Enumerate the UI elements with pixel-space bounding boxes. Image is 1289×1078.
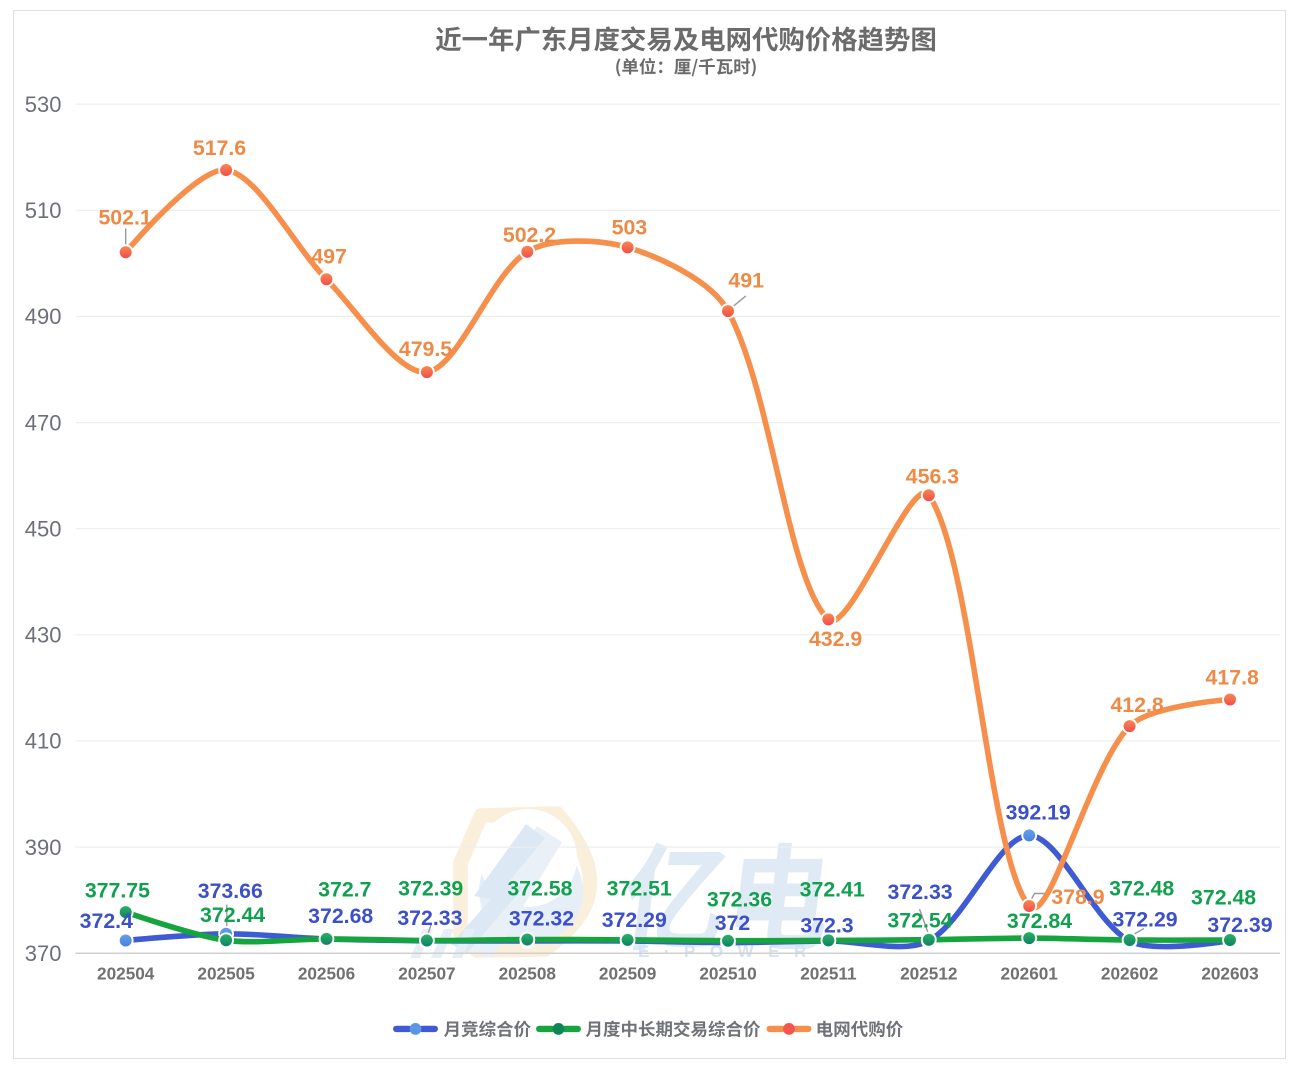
svg-text:392.19: 392.19: [1006, 801, 1071, 825]
svg-text:202506: 202506: [298, 964, 355, 984]
svg-text:202512: 202512: [900, 964, 957, 984]
svg-text:202602: 202602: [1101, 964, 1158, 984]
svg-text:372.58: 372.58: [507, 877, 572, 901]
svg-text:372.54: 372.54: [887, 908, 952, 932]
svg-text:510: 510: [25, 198, 62, 223]
svg-text:202505: 202505: [197, 964, 255, 984]
svg-text:491: 491: [728, 269, 764, 293]
svg-text:372.51: 372.51: [607, 877, 672, 901]
svg-text:372.32: 372.32: [509, 907, 574, 931]
svg-text:202601: 202601: [1001, 964, 1059, 984]
svg-text:372.84: 372.84: [1007, 909, 1072, 933]
svg-text:432.9: 432.9: [809, 627, 862, 651]
svg-text:372.39: 372.39: [1207, 913, 1272, 937]
svg-text:E·POWER: E·POWER: [638, 942, 821, 961]
svg-text:202509: 202509: [599, 964, 656, 984]
svg-text:490: 490: [25, 304, 62, 329]
svg-text:372.29: 372.29: [602, 908, 667, 932]
svg-text:412.8: 412.8: [1110, 693, 1163, 717]
svg-text:430: 430: [25, 623, 62, 648]
svg-text:373.66: 373.66: [198, 879, 263, 903]
svg-text:370: 370: [25, 941, 62, 966]
svg-text:202603: 202603: [1201, 964, 1258, 984]
svg-text:530: 530: [25, 92, 62, 117]
svg-text:202511: 202511: [800, 964, 857, 984]
svg-text:372.7: 372.7: [318, 877, 371, 901]
svg-text:456.3: 456.3: [906, 464, 959, 488]
svg-text:372.41: 372.41: [800, 878, 865, 902]
svg-text:372: 372: [715, 911, 751, 935]
svg-text:372.39: 372.39: [398, 877, 463, 901]
svg-text:503: 503: [612, 215, 648, 239]
svg-text:202508: 202508: [499, 964, 557, 984]
svg-text:372.36: 372.36: [707, 887, 772, 911]
svg-text:497: 497: [311, 245, 347, 269]
svg-text:450: 450: [25, 517, 62, 542]
svg-text:410: 410: [25, 729, 62, 754]
svg-text:372.68: 372.68: [308, 904, 373, 928]
svg-text:372.29: 372.29: [1113, 908, 1178, 932]
svg-text:502.2: 502.2: [503, 223, 556, 247]
svg-text:372.48: 372.48: [1191, 886, 1256, 910]
svg-text:202510: 202510: [699, 964, 756, 984]
svg-text:390: 390: [25, 835, 62, 860]
svg-text:202507: 202507: [398, 964, 455, 984]
svg-text:372.33: 372.33: [397, 906, 462, 930]
svg-text:372.33: 372.33: [888, 880, 953, 904]
svg-text:517.6: 517.6: [193, 136, 246, 160]
svg-text:372.3: 372.3: [800, 914, 853, 938]
svg-text:479.5: 479.5: [399, 337, 452, 361]
svg-text:417.8: 417.8: [1206, 665, 1259, 689]
svg-text:377.75: 377.75: [85, 879, 150, 903]
svg-text:372.44: 372.44: [200, 903, 265, 927]
svg-text:202504: 202504: [97, 964, 155, 984]
svg-text:372.48: 372.48: [1109, 876, 1174, 900]
svg-text:372.4: 372.4: [80, 909, 133, 933]
svg-text:378.9: 378.9: [1051, 885, 1104, 909]
svg-text:502.1: 502.1: [98, 206, 151, 230]
svg-text:470: 470: [25, 410, 62, 435]
